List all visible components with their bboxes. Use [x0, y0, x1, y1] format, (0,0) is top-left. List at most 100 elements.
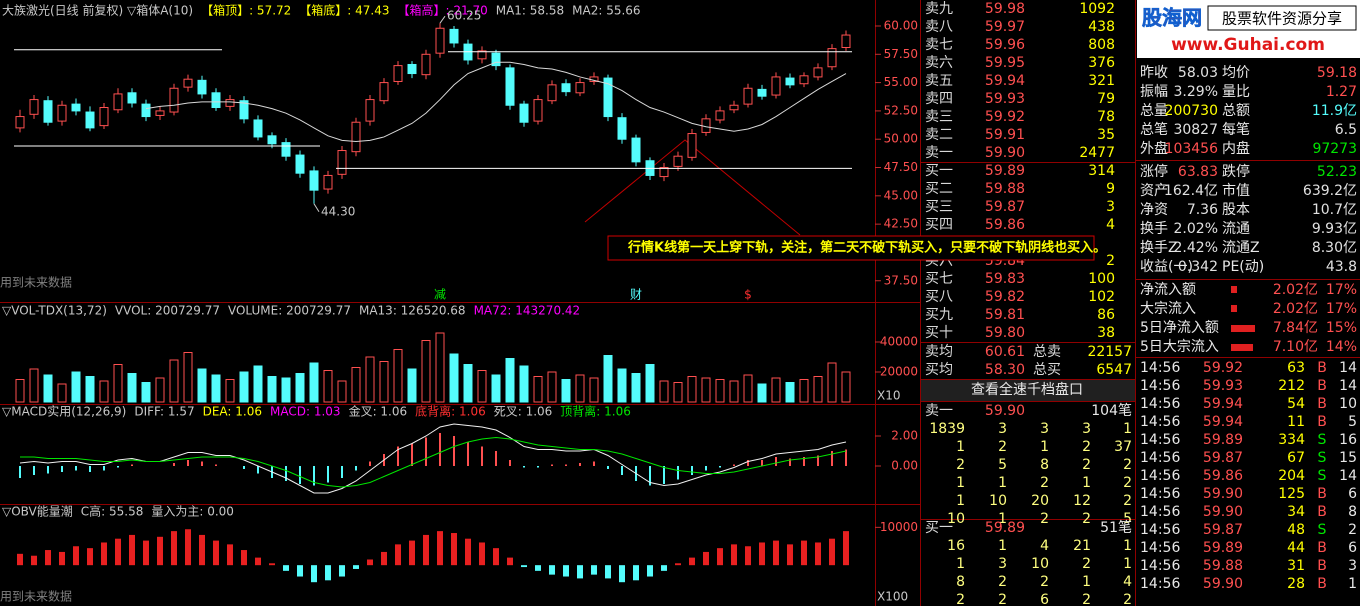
queue-count: 51笔 — [1100, 520, 1132, 536]
candle-body — [827, 48, 837, 68]
candle-body — [519, 103, 529, 123]
candle-body — [127, 92, 137, 104]
trade-side: B — [1317, 540, 1327, 556]
obv-bar — [787, 544, 793, 566]
level-price: 59.96 — [985, 37, 1025, 53]
obv-bar — [605, 565, 611, 579]
queue-cell: 1 — [1123, 556, 1132, 572]
trade-volume: 44 — [1287, 540, 1305, 556]
stat-value: 11.9亿 — [1312, 103, 1357, 119]
trade-price: 59.94 — [1203, 396, 1243, 412]
obv-bar — [689, 557, 695, 566]
volume-bar — [197, 368, 207, 403]
volume-bar — [29, 368, 39, 403]
trade-side: B — [1317, 576, 1327, 592]
queue-cell: 2 — [998, 592, 1007, 606]
flow-bars — [1231, 286, 1255, 351]
trade-volume: 54 — [1287, 396, 1305, 412]
trade-side: S — [1318, 468, 1327, 484]
total-label: 总卖 — [1033, 344, 1061, 360]
trade-side: B — [1317, 504, 1327, 520]
candle-body — [659, 167, 669, 178]
candle-body — [617, 117, 627, 140]
level-label: 卖三 — [925, 109, 953, 125]
obv-bar — [381, 551, 387, 566]
obv-bar — [801, 540, 807, 566]
level-label: 买七 — [925, 271, 953, 287]
trade-side: B — [1317, 378, 1327, 394]
obv-bar — [535, 565, 541, 571]
trade-volume: 48 — [1287, 522, 1305, 538]
stat-value: 200730 — [1165, 103, 1218, 119]
candle-body — [365, 99, 375, 122]
event-marker: 财 — [630, 288, 642, 302]
candle-body — [799, 75, 809, 85]
y-tick-label: 57.50 — [884, 47, 918, 61]
level-label: 买二 — [925, 181, 953, 197]
candle-body — [169, 87, 179, 113]
button-bg[interactable] — [921, 380, 1135, 401]
stat-label: 换手Z — [1140, 239, 1178, 256]
trade-time: 14:56 — [1140, 396, 1180, 412]
stat-value: 0.342 — [1178, 259, 1218, 275]
obv-bar — [31, 555, 37, 566]
candle-body — [99, 107, 109, 127]
trade-volume: 334 — [1278, 432, 1305, 448]
queue-cell: 2 — [1040, 475, 1049, 491]
logo-slogan: 股票软件资源分享 — [1222, 10, 1342, 28]
level-price: 59.95 — [985, 55, 1025, 71]
stat-value: 6.5 — [1335, 122, 1357, 138]
trend-lines — [584, 139, 801, 236]
level-volume: 1092 — [1079, 1, 1115, 17]
queue-cell: 2 — [1123, 475, 1132, 491]
queue-cell: 1 — [1082, 574, 1091, 590]
candle-body — [561, 83, 571, 93]
volume-bar — [99, 380, 109, 403]
trade-count: 10 — [1339, 396, 1357, 412]
volume-bar — [491, 374, 501, 403]
candle-body — [267, 135, 277, 145]
note: 用到未来数据 — [0, 275, 72, 290]
candle-body — [239, 100, 249, 120]
candle-body — [183, 78, 193, 88]
volume-bar — [645, 364, 655, 403]
queue-cell: 1 — [956, 439, 965, 455]
volume-bar — [127, 373, 137, 403]
obv-bar — [759, 542, 765, 566]
y-tick-label: 55.00 — [884, 75, 918, 89]
level-volume: 102 — [1088, 289, 1115, 305]
obv-bar — [521, 565, 527, 568]
obv-bar — [269, 563, 275, 566]
obv-bar — [297, 565, 303, 577]
level-volume: 376 — [1088, 55, 1115, 71]
y-tick-label: 0.00 — [891, 459, 918, 473]
flow-pct: 17% — [1326, 282, 1357, 298]
candle-body — [15, 116, 25, 129]
event-marker: 减 — [434, 288, 446, 302]
trade-price: 59.90 — [1203, 504, 1243, 520]
stat-value: 103456 — [1165, 141, 1219, 157]
trade-price: 59.88 — [1203, 558, 1243, 574]
obv-bar — [493, 548, 499, 566]
flow-value: 2.02亿 — [1273, 301, 1318, 317]
candle-body — [57, 104, 67, 122]
obv-bar — [675, 563, 681, 566]
scale-label: X10 — [877, 389, 901, 403]
level-price: 59.94 — [985, 73, 1025, 89]
queue-cell: 2 — [1082, 439, 1091, 455]
stat-value: 162.4亿 — [1164, 183, 1218, 199]
panel-header: ▽OBV能量潮 — [2, 504, 73, 519]
queue-cell: 3 — [1082, 421, 1091, 437]
note: 用到未来数据 — [0, 589, 72, 604]
candle-body — [393, 65, 403, 82]
obv-bar — [367, 559, 373, 566]
stat-value: 3.29% — [1174, 84, 1218, 100]
button[interactable]: 查看全速千档盘口 — [971, 381, 1083, 398]
obv-bar — [815, 542, 821, 566]
level-price: 59.83 — [985, 271, 1025, 287]
candle-body — [211, 92, 221, 109]
obv-bar — [829, 538, 835, 566]
stat-label: PE(动) — [1222, 259, 1264, 275]
queue-cell: 3 — [998, 421, 1007, 437]
obv-bar — [647, 565, 653, 577]
